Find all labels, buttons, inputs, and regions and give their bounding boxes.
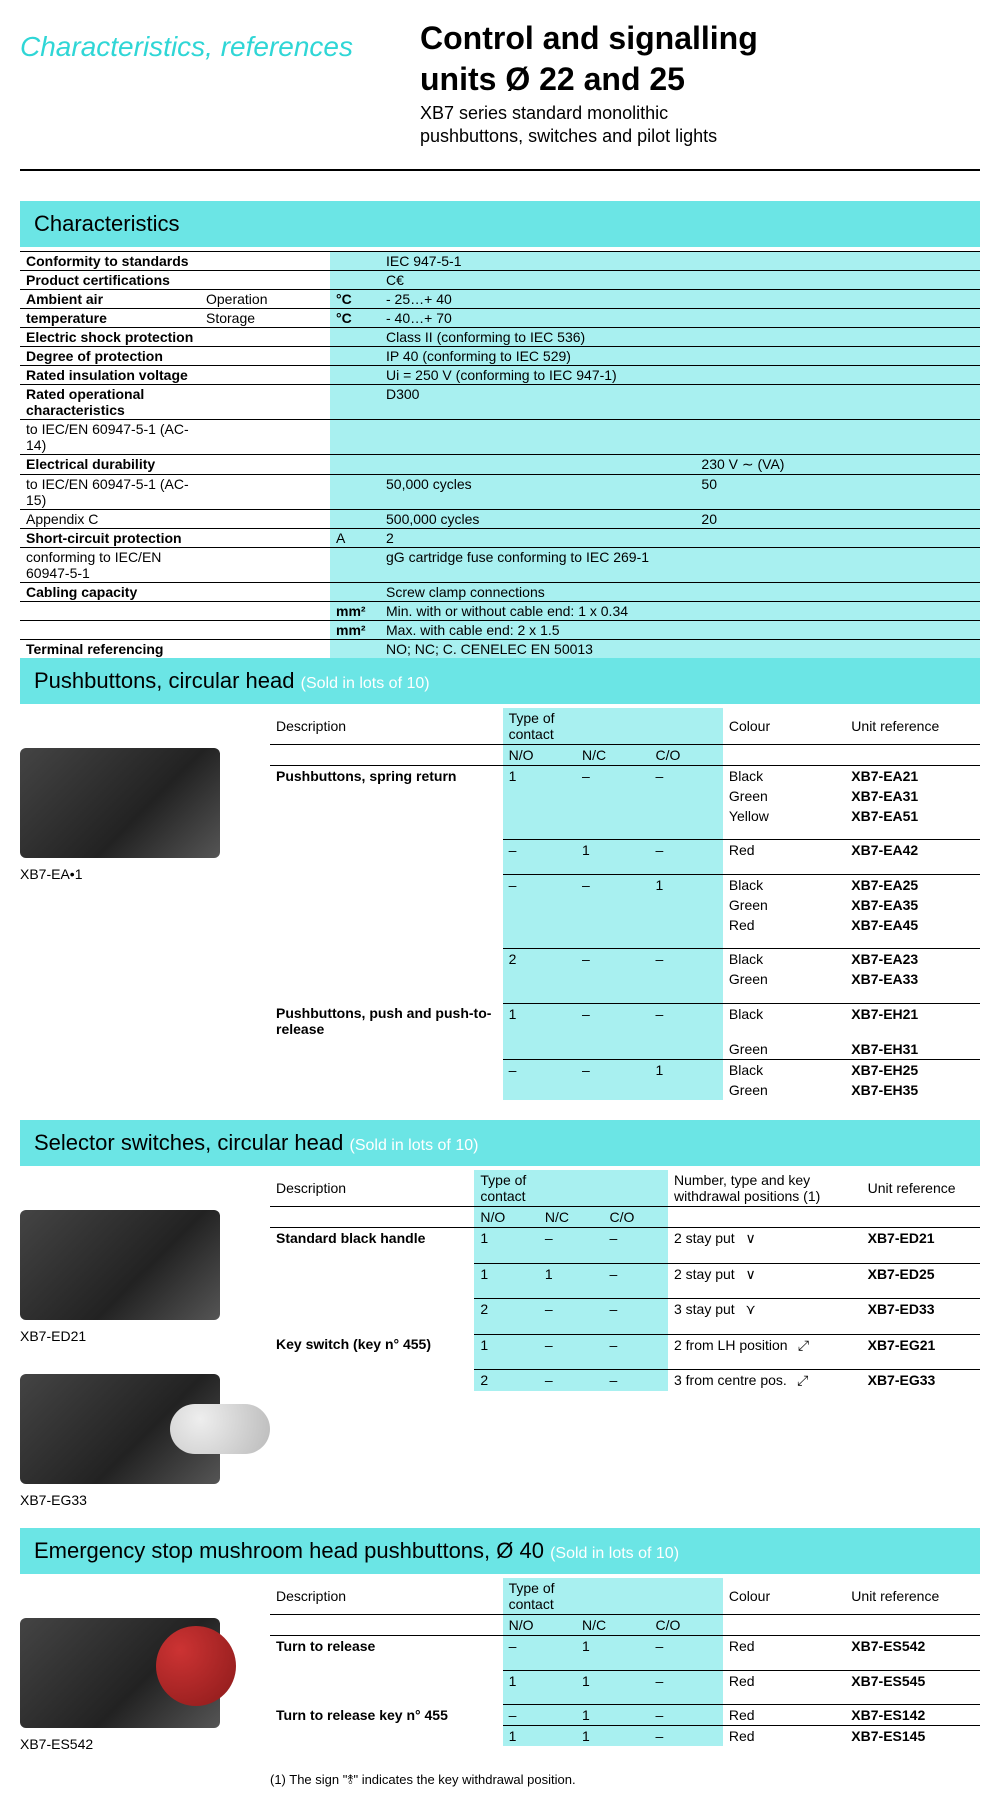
title-block: Control and signalling units Ø 22 and 25… xyxy=(420,20,980,149)
table-row: – 1 – Red XB7-EA42 xyxy=(270,840,980,861)
table-row: 1 1 – Red XB7-ES145 xyxy=(270,1726,980,1747)
em-title: Emergency stop mushroom head pushbuttons… xyxy=(34,1538,544,1563)
em-img-col: XB7-ES542 xyxy=(20,1578,270,1752)
footnote: (1) The sign "⥉" indicates the key withd… xyxy=(270,1772,980,1788)
sel-img-label-1: XB7-ED21 xyxy=(20,1328,270,1344)
title-line-1: Control and signalling xyxy=(420,20,980,57)
table-row: Green XB7-EH35 xyxy=(270,1080,980,1100)
emergency-table: Description Type of contact Colour Unit … xyxy=(270,1578,980,1746)
lot-note: (Sold in lots of 10) xyxy=(301,675,430,692)
table-row: 2 – – 3 stay put ⋎ XB7-ED33 xyxy=(270,1299,980,1321)
em-img-label: XB7-ES542 xyxy=(20,1736,270,1752)
page-header: Characteristics, references Control and … xyxy=(20,20,980,149)
table-row: Green XB7-EA33 xyxy=(270,969,980,989)
table-row: 2 – – Black XB7-EA23 xyxy=(270,949,980,970)
table-row: – – 1 Black XB7-EA25 xyxy=(270,874,980,895)
table-row: Red XB7-EA45 xyxy=(270,915,980,935)
selector-table: Description Type of contact Number, type… xyxy=(270,1170,980,1391)
table-row: Key switch (key n° 455) 1 – – 2 from LH … xyxy=(270,1334,980,1356)
push-title: Pushbuttons, circular head xyxy=(34,668,295,693)
lot-note-3: (Sold in lots of 10) xyxy=(550,1545,679,1562)
table-row: Pushbuttons, spring return 1 – – Black X… xyxy=(270,765,980,786)
title-line-2: units Ø 22 and 25 xyxy=(420,61,980,98)
push-img-label: XB7-EA•1 xyxy=(20,866,270,882)
subtitle-2: pushbuttons, switches and pilot lights xyxy=(420,125,980,148)
selector-image-2 xyxy=(20,1374,220,1484)
kicker: Characteristics, references xyxy=(20,20,420,149)
pushbutton-image xyxy=(20,748,220,858)
characteristics-table: Conformity to standardsIEC 947-5-1Produc… xyxy=(20,251,980,658)
char-title: Characteristics xyxy=(34,211,179,236)
table-row: Green XB7-EA31 xyxy=(270,786,980,806)
pushbuttons-body: XB7-EA•1 Description Type of contact Col… xyxy=(20,708,980,1101)
table-row: Yellow XB7-EA51 xyxy=(270,806,980,826)
characteristics-header: Characteristics xyxy=(20,201,980,247)
table-row: Pushbuttons, push and push-to-release 1 … xyxy=(270,1003,980,1039)
sel-img-label-2: XB7-EG33 xyxy=(20,1492,270,1508)
selector-body: XB7-ED21 XB7-EG33 Description Type of co… xyxy=(20,1170,980,1508)
table-row: Turn to release – 1 – Red XB7-ES542 xyxy=(270,1636,980,1657)
pushbuttons-header: Pushbuttons, circular head (Sold in lots… xyxy=(20,658,980,704)
table-row: – – 1 Black XB7-EH25 xyxy=(270,1060,980,1081)
emergency-image xyxy=(20,1618,220,1728)
lot-note-2: (Sold in lots of 10) xyxy=(349,1137,478,1154)
table-row: 2 – – 3 from centre pos. ⤢ XB7-EG33 xyxy=(270,1370,980,1392)
table-row: 1 1 – Red XB7-ES545 xyxy=(270,1670,980,1691)
selector-header: Selector switches, circular head (Sold i… xyxy=(20,1120,980,1166)
table-row: Green XB7-EH31 xyxy=(270,1039,980,1060)
table-row: Turn to release key n° 455 – 1 – Red XB7… xyxy=(270,1705,980,1726)
sel-title: Selector switches, circular head xyxy=(34,1130,343,1155)
emergency-body: XB7-ES542 Description Type of contact Co… xyxy=(20,1578,980,1752)
pushbuttons-table: Description Type of contact Colour Unit … xyxy=(270,708,980,1101)
emergency-header: Emergency stop mushroom head pushbuttons… xyxy=(20,1528,980,1574)
push-img-col: XB7-EA•1 xyxy=(20,708,270,1101)
selector-image-1 xyxy=(20,1210,220,1320)
rule xyxy=(20,169,980,171)
sel-img-col: XB7-ED21 XB7-EG33 xyxy=(20,1170,270,1508)
table-row: Green XB7-EA35 xyxy=(270,895,980,915)
table-row: Standard black handle 1 – – 2 stay put ∨… xyxy=(270,1228,980,1250)
table-row: 1 1 – 2 stay put ∨ XB7-ED25 xyxy=(270,1263,980,1285)
subtitle-1: XB7 series standard monolithic xyxy=(420,102,980,125)
